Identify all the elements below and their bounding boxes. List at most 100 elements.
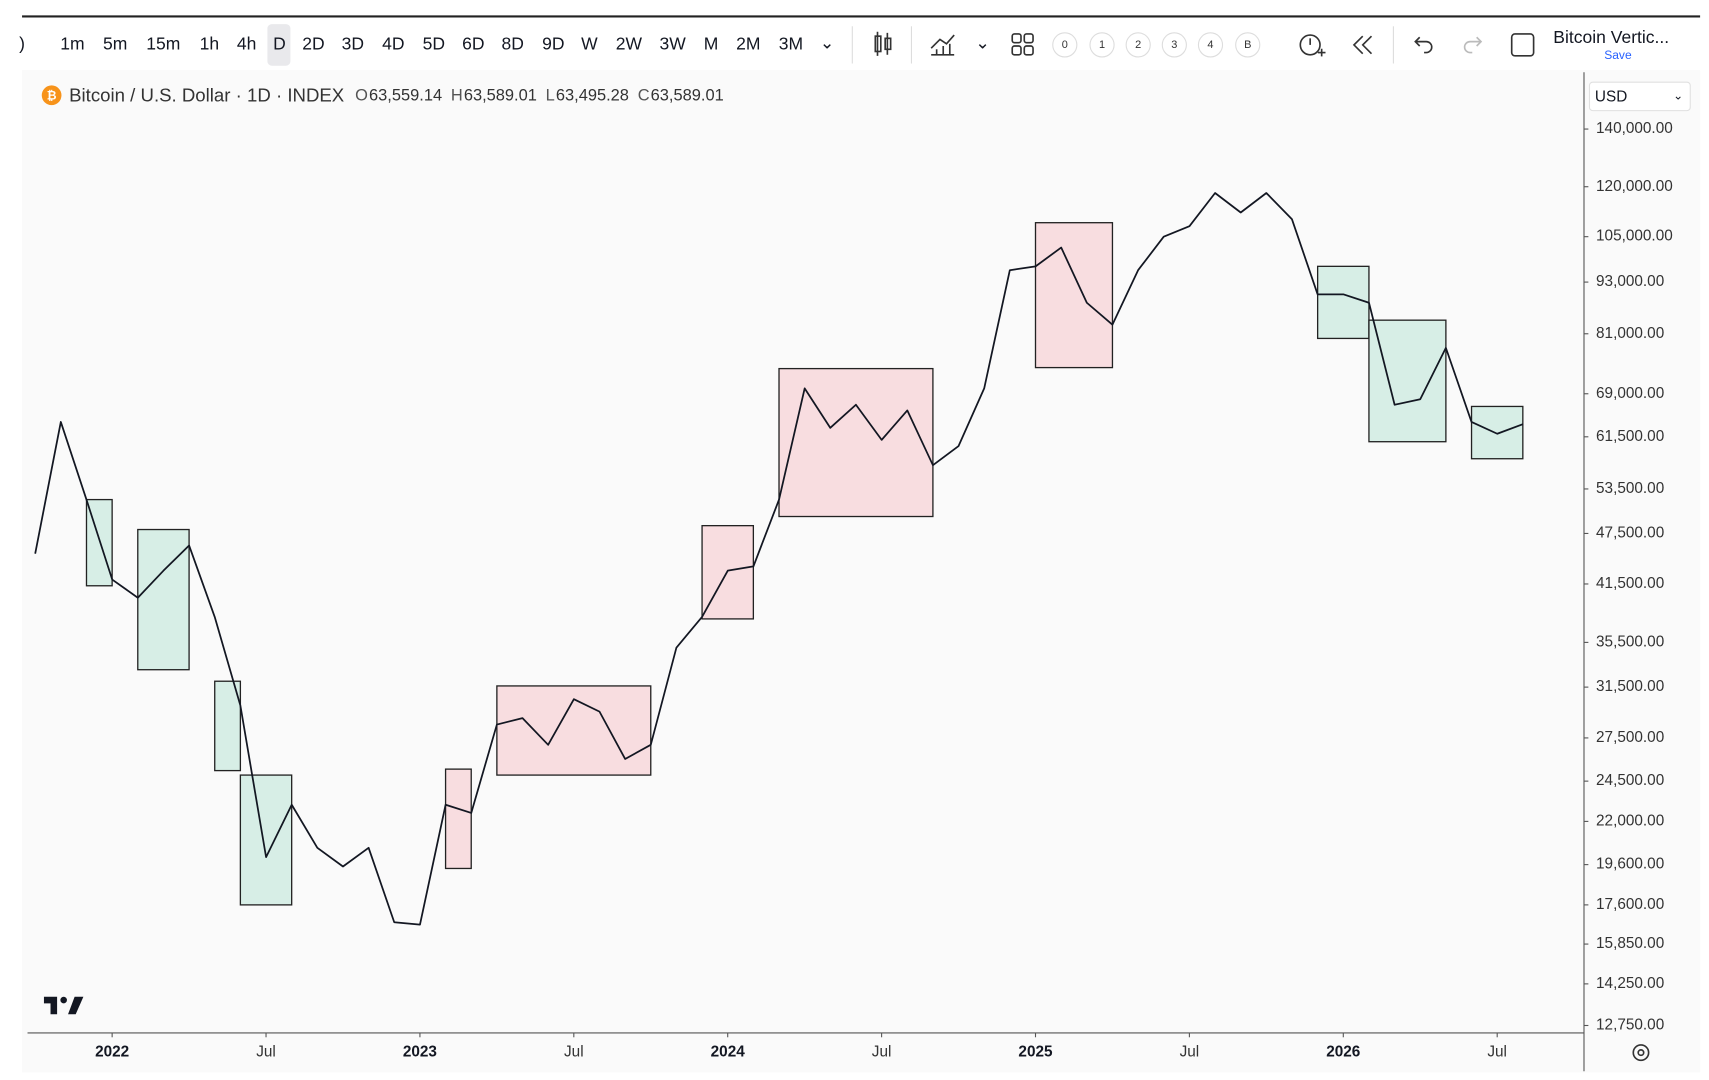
y-tick-label: 69,000.00 [1596, 385, 1664, 402]
dropdown-caret[interactable]: ⌄ [1673, 89, 1683, 103]
indicators-icon[interactable] [930, 34, 955, 56]
interval-button[interactable]: 1h [200, 34, 219, 54]
interval-button[interactable]: 6D [462, 34, 484, 54]
range-box [214, 680, 242, 772]
ohlc-value: 63,559.14 [369, 87, 442, 105]
layout-slot-circle[interactable] [1161, 32, 1187, 58]
layout-slot-circle[interactable] [1125, 32, 1151, 58]
y-tick-label: 17,600.00 [1596, 896, 1664, 913]
currency[interactable]: USD [1595, 89, 1627, 106]
axes: 140,000.00 120,000.00 105,000.00 93,000.00 8… [95, 120, 1673, 1061]
interval-button[interactable]: 2W [616, 34, 643, 54]
bitcoin-icon [41, 85, 62, 106]
layout-slot-circle[interactable] [1235, 32, 1261, 58]
ohlc-value: 63,589.01 [464, 87, 537, 105]
legend: Bitcoin / U.S. Dollar · 1D · INDEX O 63,5… [69, 84, 724, 105]
y-tick-label: 93,000.00 [1596, 273, 1664, 290]
bitcoin-icon-glyph: ₿ [47, 89, 57, 103]
currency-select[interactable] [1588, 81, 1691, 112]
y-tick-label: 120,000.00 [1596, 178, 1673, 195]
interval-button[interactable]: W [581, 34, 598, 54]
y-tick-label: 61,500.00 [1596, 428, 1664, 445]
interval-button[interactable]: 9D [542, 34, 564, 54]
dropdown-caret[interactable]: ⌄ [820, 32, 835, 52]
interval-button[interactable]: 3M [779, 34, 803, 54]
replay-icon[interactable] [1352, 35, 1373, 55]
layout-checkbox[interactable] [1510, 33, 1535, 57]
settings-icon[interactable] [1632, 1044, 1650, 1062]
x-tick-label: 2024 [711, 1044, 746, 1061]
alert-icon[interactable] [1299, 34, 1326, 57]
range-box [778, 367, 934, 518]
interval-button[interactable]: 3D [342, 34, 364, 54]
y-tick-label: 14,250.00 [1596, 975, 1664, 992]
interval-button[interactable]: 4D [382, 34, 404, 54]
layout-slot[interactable]: B [1244, 39, 1251, 51]
x-tick-label: 2025 [1018, 1044, 1053, 1061]
interval-button[interactable]: 5D [423, 34, 445, 54]
ohlc-label: C [638, 87, 650, 105]
layout-slot[interactable]: 1 [1099, 39, 1105, 51]
x-tick-label: Jul [1180, 1044, 1200, 1061]
save-link[interactable]: Save [1604, 48, 1632, 62]
interval-button[interactable]: 8D [502, 34, 524, 54]
interval-button[interactable]: 15m [146, 34, 180, 54]
ohlc-label: O [355, 87, 368, 105]
range-box [1316, 265, 1370, 340]
interval-button[interactable]: M [704, 34, 719, 54]
y-tick-label: 105,000.00 [1596, 228, 1673, 245]
chart-pane [22, 70, 1701, 1073]
y-tick-label: 35,500.00 [1596, 633, 1664, 650]
symbol-title: Bitcoin / U.S. Dollar · 1D · INDEX [69, 84, 345, 105]
interval-button[interactable]: ) [19, 34, 25, 54]
candles-icon[interactable] [874, 31, 892, 56]
range-box [1470, 405, 1524, 460]
ohlc-label: H [451, 87, 463, 105]
active-interval-bg [267, 24, 291, 66]
dropdown-caret[interactable]: ⌄ [975, 32, 990, 52]
layout-slot[interactable]: 0 [1062, 39, 1068, 51]
layout-slot[interactable]: 2 [1135, 39, 1141, 51]
layout-name[interactable]: Bitcoin Vertic... [1553, 27, 1669, 47]
price-line [34, 192, 1524, 926]
y-tick-label: 19,600.00 [1596, 856, 1664, 873]
ohlc-value: 63,589.01 [651, 87, 724, 105]
interval-button[interactable]: 3W [660, 34, 687, 54]
interval-button[interactable]: 5m [103, 34, 127, 54]
interval-button[interactable]: D [273, 34, 286, 54]
layout-slot-circle[interactable] [1052, 32, 1078, 58]
plot-area [34, 192, 1524, 926]
y-tick-label: 41,500.00 [1596, 575, 1664, 592]
layout-slot-circle[interactable] [1089, 32, 1115, 58]
layout-icon[interactable] [1011, 33, 1034, 56]
x-tick-label: Jul [256, 1044, 276, 1061]
undo-icon[interactable] [1414, 36, 1433, 54]
layout-slot-circle[interactable] [1197, 32, 1224, 58]
y-tick-label: 12,750.00 [1596, 1017, 1664, 1034]
interval-button[interactable]: 4h [237, 34, 256, 54]
y-tick-label: 27,500.00 [1596, 729, 1664, 746]
y-tick-label: 47,500.00 [1596, 524, 1664, 541]
ohlc-label: L [546, 87, 555, 105]
x-tick-label: 2022 [95, 1044, 129, 1061]
range-box [137, 528, 190, 671]
y-tick-label: 24,500.00 [1596, 772, 1664, 789]
y-tick-label: 53,500.00 [1596, 480, 1664, 497]
interval-button[interactable]: 2D [302, 34, 324, 54]
y-tick-label: 140,000.00 [1596, 120, 1673, 137]
y-tick-label: 15,850.00 [1596, 935, 1664, 952]
ohlc-value: 63,495.28 [556, 87, 629, 105]
interval-button[interactable]: 2M [736, 34, 760, 54]
range-box [239, 774, 293, 906]
redo-icon[interactable] [1463, 36, 1483, 54]
layout-slot[interactable]: 3 [1171, 39, 1177, 51]
x-tick-label: Jul [564, 1044, 584, 1061]
interval-button[interactable]: 1m [60, 34, 84, 54]
y-tick-label: 31,500.00 [1596, 678, 1664, 695]
range-box [1034, 222, 1114, 369]
x-tick-label: 2023 [403, 1044, 437, 1061]
layout-slot[interactable]: 4 [1207, 39, 1213, 51]
y-tick-label: 22,000.00 [1596, 812, 1664, 829]
